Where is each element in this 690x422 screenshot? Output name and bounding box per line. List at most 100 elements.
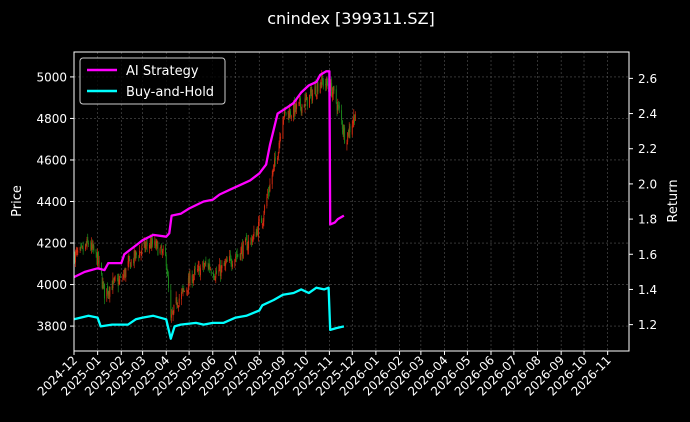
candle-body bbox=[354, 114, 356, 121]
candle-body bbox=[160, 245, 162, 248]
candle-body bbox=[343, 128, 345, 135]
candle-body bbox=[312, 93, 314, 101]
candle-body bbox=[253, 231, 255, 237]
candle-body bbox=[139, 251, 141, 258]
candle-body bbox=[139, 252, 141, 253]
candle-body bbox=[124, 269, 126, 277]
candle-body bbox=[235, 256, 237, 259]
chart-title: cnindex [399311.SZ] bbox=[267, 9, 435, 28]
candle-body bbox=[349, 126, 351, 133]
candle-body bbox=[223, 262, 225, 266]
candle-body bbox=[348, 128, 350, 138]
candle-body bbox=[213, 275, 215, 279]
candle-body bbox=[172, 310, 174, 316]
candle-body bbox=[102, 281, 104, 289]
candle-body bbox=[146, 242, 148, 247]
candle-body bbox=[75, 251, 77, 252]
left-tick-label: 4000 bbox=[36, 278, 67, 292]
candle-body bbox=[290, 111, 291, 116]
candle-body bbox=[317, 81, 319, 92]
candle-body bbox=[98, 261, 100, 263]
candle-body bbox=[257, 228, 259, 235]
candle-body bbox=[232, 264, 234, 267]
candle-body bbox=[344, 127, 346, 143]
legend: AI Strategy Buy-and-Hold bbox=[79, 57, 226, 105]
candle-body bbox=[304, 98, 306, 108]
candle-body bbox=[189, 273, 191, 286]
candle-body bbox=[117, 279, 119, 287]
candle-body bbox=[216, 270, 218, 274]
candle-body bbox=[152, 238, 153, 245]
candle-body bbox=[338, 105, 340, 109]
right-tick-label: 2.0 bbox=[638, 177, 657, 191]
candle-body bbox=[247, 246, 249, 251]
candle-body bbox=[271, 175, 273, 185]
candle-body bbox=[155, 240, 157, 247]
candle-body bbox=[170, 290, 172, 318]
candle-body bbox=[347, 132, 349, 142]
series-line-ai-strategy bbox=[73, 70, 345, 279]
candle-body bbox=[161, 248, 163, 252]
left-tick-label: 4800 bbox=[36, 112, 67, 126]
candle-body bbox=[119, 278, 121, 282]
right-axis-ticks: 1.2 1.4 1.6 1.8 2.0 2.2 2.4 2.6 bbox=[629, 72, 657, 332]
candle-body bbox=[141, 245, 143, 251]
candle-body bbox=[354, 114, 355, 122]
candle-body bbox=[87, 236, 89, 242]
candle-body bbox=[161, 250, 163, 254]
candle-body bbox=[333, 86, 335, 91]
left-tick-label: 5000 bbox=[36, 70, 67, 84]
candle-body bbox=[177, 305, 179, 308]
candle-body bbox=[264, 205, 266, 214]
candle-body bbox=[289, 109, 291, 119]
candle-body bbox=[280, 136, 282, 138]
candle-body bbox=[149, 245, 150, 249]
candle-body bbox=[123, 274, 125, 278]
candle-body bbox=[186, 288, 188, 292]
candle-body bbox=[296, 104, 298, 109]
candle-body bbox=[129, 256, 131, 261]
candle-body bbox=[86, 239, 88, 248]
candle-body bbox=[242, 241, 244, 259]
candle-body bbox=[346, 142, 348, 145]
candle-body bbox=[203, 262, 205, 268]
candle-body bbox=[208, 264, 210, 270]
candle-body bbox=[336, 104, 338, 111]
candle-body bbox=[117, 278, 118, 280]
candle-body bbox=[80, 246, 82, 248]
candle-body bbox=[107, 285, 108, 295]
candle-body bbox=[214, 278, 216, 280]
candle-body bbox=[285, 112, 287, 115]
candle-body bbox=[256, 229, 258, 236]
candle-body bbox=[175, 297, 177, 304]
candle-body bbox=[91, 242, 92, 250]
candle-body bbox=[140, 251, 142, 255]
candle-body bbox=[84, 243, 86, 250]
candle-body bbox=[127, 261, 129, 267]
series-line-buy-and-hold bbox=[73, 286, 345, 340]
candle-body bbox=[108, 290, 110, 295]
candle-body bbox=[167, 274, 169, 276]
candle-body bbox=[255, 231, 257, 238]
candle-body bbox=[207, 262, 209, 268]
candle-body bbox=[144, 241, 146, 250]
candle-body bbox=[209, 263, 211, 270]
candle-body bbox=[235, 256, 237, 258]
candle-body bbox=[322, 78, 323, 81]
candle-body bbox=[274, 158, 275, 168]
left-tick-label: 3800 bbox=[36, 320, 67, 334]
candle-body bbox=[205, 262, 207, 264]
candle-body bbox=[138, 256, 140, 258]
candle-body bbox=[76, 249, 78, 253]
candle-body bbox=[114, 277, 116, 279]
candle-body bbox=[326, 80, 328, 85]
candle-body bbox=[154, 240, 156, 246]
candle-body bbox=[263, 215, 265, 222]
candle-body bbox=[306, 97, 308, 107]
candle-body bbox=[251, 238, 253, 242]
candle-body bbox=[122, 277, 124, 279]
candle-body bbox=[159, 248, 161, 254]
candle-body bbox=[145, 245, 147, 249]
candle-body bbox=[301, 104, 303, 113]
candle-body bbox=[125, 268, 127, 278]
